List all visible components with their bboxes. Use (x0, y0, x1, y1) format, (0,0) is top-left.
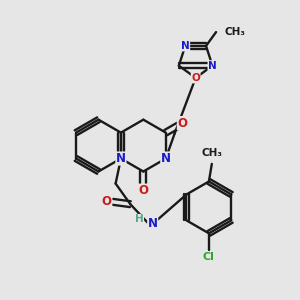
Text: N: N (148, 218, 158, 230)
Text: N: N (116, 152, 126, 165)
Text: O: O (102, 195, 112, 208)
Text: O: O (191, 73, 200, 83)
Text: N: N (181, 41, 190, 51)
Text: H: H (135, 214, 143, 224)
Text: O: O (177, 117, 188, 130)
Text: CH₃: CH₃ (202, 148, 223, 158)
Text: CH₃: CH₃ (225, 27, 246, 37)
Text: N: N (161, 152, 171, 165)
Text: N: N (208, 61, 217, 71)
Text: O: O (138, 184, 148, 197)
Text: Cl: Cl (203, 252, 215, 262)
